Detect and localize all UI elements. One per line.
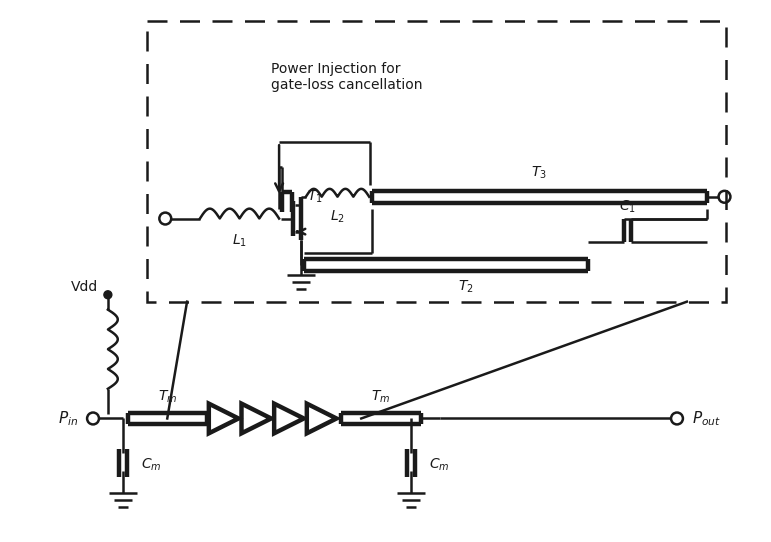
Text: $L_2$: $L_2$ — [330, 208, 345, 225]
Text: $T_2$: $T_2$ — [458, 279, 473, 295]
Text: $T_3$: $T_3$ — [531, 165, 547, 181]
Text: $P_{in}$: $P_{in}$ — [58, 409, 78, 428]
Text: $C_1$: $C_1$ — [619, 198, 636, 215]
Text: $T_m$: $T_m$ — [372, 389, 391, 405]
Text: $T_m$: $T_m$ — [157, 389, 177, 405]
Circle shape — [104, 291, 112, 299]
Text: Power Injection for
gate-loss cancellation: Power Injection for gate-loss cancellati… — [271, 62, 423, 92]
Text: $L_1$: $L_1$ — [232, 232, 247, 249]
Text: $C_m$: $C_m$ — [140, 457, 161, 473]
Text: $C_m$: $C_m$ — [429, 457, 449, 473]
Text: $P_{out}$: $P_{out}$ — [692, 409, 721, 428]
Text: Vdd: Vdd — [71, 280, 98, 294]
Text: $T_1$: $T_1$ — [307, 189, 322, 205]
